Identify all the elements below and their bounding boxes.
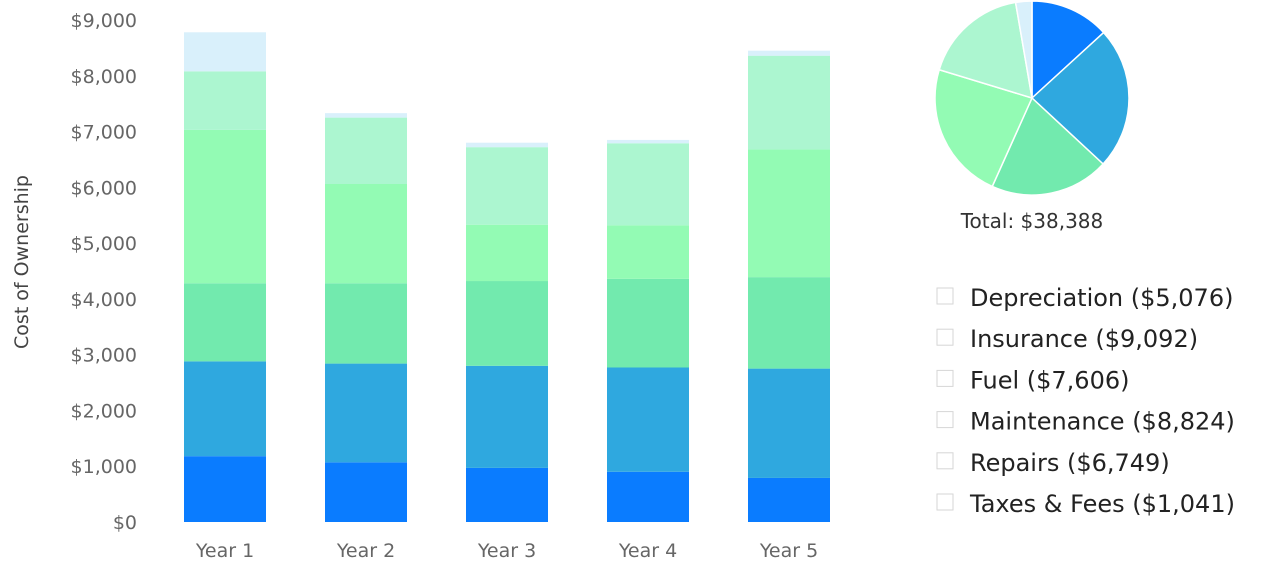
bar-segment-taxes-fees (748, 50, 830, 56)
pie-slice-repairs (938, 1, 1033, 100)
legend-item-label: Insurance ($9,092) (970, 325, 1198, 353)
pie-slice-taxes-fees (1014, 0, 1033, 99)
bar-segment-repairs (607, 143, 689, 226)
pie-legend: Depreciation ($5,076) Insurance ($9,092) F… (936, 284, 1235, 518)
legend-item-label: Repairs ($6,749) (970, 449, 1170, 477)
bar-segment-taxes-fees (466, 142, 548, 148)
x-tick-label: Year 5 (759, 540, 818, 562)
y-tick-label: $1,000 (71, 456, 137, 478)
x-tick-label: Year 1 (195, 540, 254, 562)
y-tick-label: $4,000 (71, 289, 137, 311)
pie-slice-depreciation (1031, 0, 1105, 100)
bar-segment-taxes-fees (325, 113, 407, 118)
legend-item-label: Taxes & Fees ($1,041) (969, 490, 1235, 518)
bar-segment-maintenance (466, 224, 548, 282)
pie-total-label: Total: $38,388 (960, 209, 1104, 233)
x-axis: Year 1 Year 2 Year 3 Year 4 Year 5 (195, 540, 818, 562)
bar-segment-fuel (184, 283, 266, 362)
y-tick-label: $5,000 (71, 233, 137, 255)
bar-segment-depreciation (184, 456, 266, 522)
bar-segment-repairs (325, 117, 407, 184)
bar-segment-fuel (325, 283, 407, 364)
bar-segment-depreciation (466, 467, 548, 522)
legend-checkbox[interactable] (936, 411, 954, 429)
bar-segment-depreciation (325, 462, 407, 522)
bar-segment-depreciation (607, 471, 689, 522)
x-tick-label: Year 4 (618, 540, 677, 562)
y-tick-label: $3,000 (71, 345, 137, 367)
pie-slice-maintenance (934, 68, 1034, 188)
y-tick-label: $6,000 (71, 177, 137, 199)
bar-segment-maintenance (748, 149, 830, 278)
legend-item-label: Fuel ($7,606) (970, 366, 1129, 394)
bar-segment-depreciation (748, 477, 830, 522)
bar-segment-fuel (466, 281, 548, 366)
y-tick-label: $0 (113, 512, 137, 534)
bar-segment-maintenance (607, 225, 689, 279)
stacked-bars (184, 32, 830, 522)
bar-segment-insurance (184, 361, 266, 457)
bar-segment-insurance (748, 368, 830, 478)
y-tick-label: $8,000 (71, 66, 137, 88)
bar-segment-taxes-fees (607, 139, 689, 144)
legend-checkbox[interactable] (936, 328, 954, 346)
bar-segment-maintenance (184, 129, 266, 284)
y-tick-label: $2,000 (71, 400, 137, 422)
bar-segment-insurance (466, 365, 548, 468)
bar-segment-taxes-fees (184, 32, 266, 72)
bar-segment-maintenance (325, 183, 407, 284)
pie-chart (934, 0, 1130, 196)
y-tick-label: $9,000 (71, 10, 137, 32)
y-axis-label: Cost of Ownership (11, 175, 33, 349)
y-tick-label: $7,000 (71, 122, 137, 144)
legend-item-label: Maintenance ($8,824) (970, 408, 1235, 436)
bar-segment-repairs (748, 55, 830, 150)
x-tick-label: Year 2 (336, 540, 395, 562)
bar-segment-repairs (466, 147, 548, 225)
legend-checkbox[interactable] (936, 452, 954, 470)
pie-slice-fuel (991, 96, 1105, 196)
bar-segment-fuel (607, 278, 689, 368)
bar-segment-insurance (325, 363, 407, 463)
bar-segment-insurance (607, 367, 689, 472)
pie-slice-insurance (1030, 31, 1130, 166)
legend-checkbox[interactable] (936, 287, 954, 305)
bar-segment-repairs (184, 71, 266, 130)
y-axis: $0 $1,000 $2,000 $3,000 $4,000 $5,000 $6,000 $7… (71, 10, 137, 534)
bar-segment-fuel (748, 277, 830, 369)
x-tick-label: Year 3 (477, 540, 536, 562)
legend-checkbox[interactable] (936, 369, 954, 387)
legend-checkbox[interactable] (936, 493, 954, 511)
legend-item-label: Depreciation ($5,076) (970, 284, 1233, 312)
